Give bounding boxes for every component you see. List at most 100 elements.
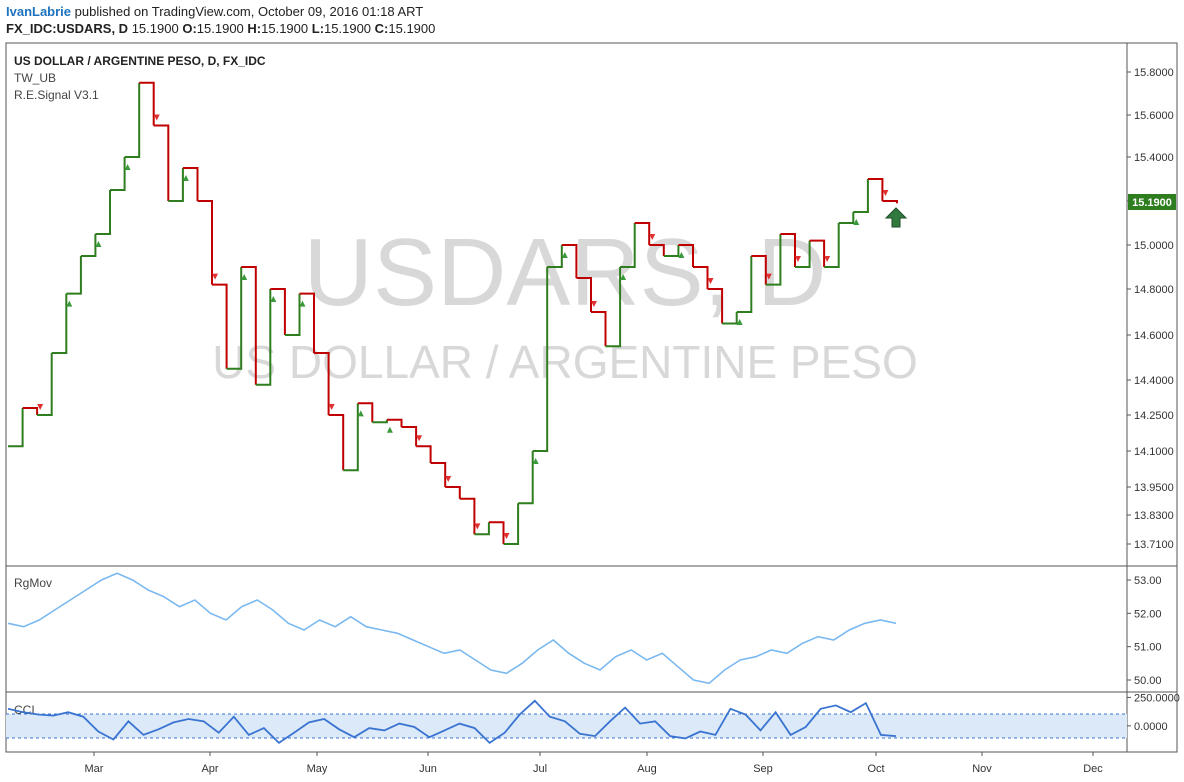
price-segment — [372, 419, 388, 424]
high-label: H: — [247, 21, 262, 36]
price-segment — [226, 267, 243, 370]
price-segment — [284, 293, 301, 336]
buy-signal-icon — [853, 219, 860, 225]
published-text: published on TradingView.com, October 09… — [74, 4, 424, 19]
author-link[interactable]: IvanLabrie — [6, 4, 72, 19]
rgmov-axis-ticks: 53.00 52.00 51.00 50.00 — [1127, 575, 1162, 687]
sell-signal-icon — [416, 435, 423, 442]
time-tick-label: Jul — [533, 763, 547, 775]
sell-signal-icon — [707, 278, 714, 284]
rgmov-tick-label: 52.00 — [1134, 608, 1162, 620]
price-segment — [66, 256, 82, 295]
close-price: 15.1900 — [131, 21, 179, 36]
price-segment — [561, 244, 578, 278]
price-segment — [678, 244, 694, 267]
price-segment — [488, 521, 505, 544]
signal-markers — [37, 114, 889, 539]
price-segment — [707, 288, 724, 324]
time-tick-label: Nov — [972, 763, 992, 775]
price-segment — [503, 503, 520, 545]
price-segment — [824, 223, 840, 268]
sell-signal-icon — [212, 273, 219, 280]
buy-signal-icon — [124, 164, 131, 170]
price-tick-label: 15.8000 — [1134, 67, 1174, 79]
rgmov-label[interactable]: RgMov — [14, 576, 52, 590]
sell-signal-icon — [824, 256, 831, 262]
time-axis-ticks: Mar Apr May Jun Jul Aug Sep Oct Nov Dec — [85, 752, 1103, 775]
time-tick-label: Sep — [753, 763, 773, 775]
sell-signal-icon — [445, 476, 452, 482]
price-segment — [591, 311, 607, 347]
cci-series — [7, 699, 897, 745]
indicator-re-signal[interactable]: R.E.Signal V3.1 — [14, 88, 99, 102]
open-label: O: — [182, 21, 197, 36]
watermark-name: US DOLLAR / ARGENTINE PESO — [212, 336, 918, 388]
sell-signal-icon — [153, 114, 160, 121]
price-segment — [37, 353, 53, 416]
watermark-symbol: USDARS, D — [304, 219, 827, 326]
time-tick-label: Dec — [1083, 763, 1103, 775]
price-segment — [124, 82, 141, 158]
price-axis-ticks: 15.800015.600015.400015.200015.000014.80… — [1127, 67, 1174, 551]
price-segment — [430, 462, 447, 487]
price-tick-label: 14.1000 — [1134, 446, 1174, 458]
sell-signal-icon — [794, 256, 801, 262]
price-segment — [343, 403, 359, 472]
cci-line — [7, 699, 897, 745]
buy-signal-icon — [620, 274, 627, 280]
sell-signal-icon — [649, 234, 656, 240]
sell-signal-icon — [474, 523, 481, 530]
price-segment — [765, 234, 782, 286]
price-segment — [51, 293, 68, 354]
price-segment — [168, 168, 184, 202]
price-segment — [212, 283, 228, 369]
price-segment — [809, 239, 826, 267]
rgmov-tick-label: 51.00 — [1134, 642, 1162, 654]
cci-axis-ticks: 250.0000 0.0000 — [1127, 692, 1180, 733]
price-tick-label: 14.4000 — [1134, 375, 1174, 387]
price-segment — [22, 407, 39, 415]
price-segment — [314, 352, 330, 415]
price-segment — [838, 212, 855, 224]
buy-signal-icon — [357, 410, 364, 417]
chart-frame — [5, 42, 1178, 753]
price-tick-label: 13.8300 — [1134, 510, 1174, 522]
rgmov-line — [7, 572, 897, 685]
price-series — [8, 81, 898, 545]
last-price-badge — [1128, 194, 1176, 210]
price-tick-label: 15.6000 — [1134, 110, 1174, 122]
price-segment — [736, 256, 753, 313]
price-segment — [153, 124, 170, 201]
price-segment — [299, 292, 315, 353]
buy-signal-icon — [241, 274, 248, 280]
price-tick-label: 13.9500 — [1134, 482, 1174, 494]
price-segment — [80, 234, 97, 257]
time-tick-label: Jun — [419, 763, 437, 775]
price-segment — [270, 288, 286, 335]
ohlc-info: FX_IDC:USDARS, D 15.1900 O:15.1900 H:15.… — [6, 21, 435, 36]
price-segment — [459, 497, 476, 535]
price-segment — [95, 190, 111, 235]
time-tick-label: Mar — [85, 763, 104, 775]
price-segment — [576, 277, 592, 312]
close-value: 15.1900 — [388, 21, 436, 36]
buy-signal-icon — [386, 426, 393, 433]
chart-title: US DOLLAR / ARGENTINE PESO, D, FX_IDC — [14, 54, 266, 68]
buy-signal-icon — [299, 300, 306, 307]
cci-band — [6, 714, 1127, 738]
price-segment — [532, 267, 549, 452]
low-value: 15.1900 — [324, 21, 372, 36]
buy-signal-icon — [270, 296, 277, 302]
buy-signal-icon — [182, 175, 189, 181]
publish-info: IvanLabrie published on TradingView.com,… — [6, 4, 423, 19]
price-segment — [693, 266, 709, 289]
price-segment — [853, 179, 869, 213]
price-tick-label: 15.4000 — [1134, 152, 1174, 164]
price-segment — [401, 426, 418, 447]
indicator-tw-ub[interactable]: TW_UB — [14, 71, 56, 85]
price-segment — [751, 255, 767, 285]
cci-tick-label: 0.0000 — [1134, 721, 1168, 733]
sell-signal-icon — [37, 404, 44, 410]
buy-signal-icon — [678, 252, 685, 258]
